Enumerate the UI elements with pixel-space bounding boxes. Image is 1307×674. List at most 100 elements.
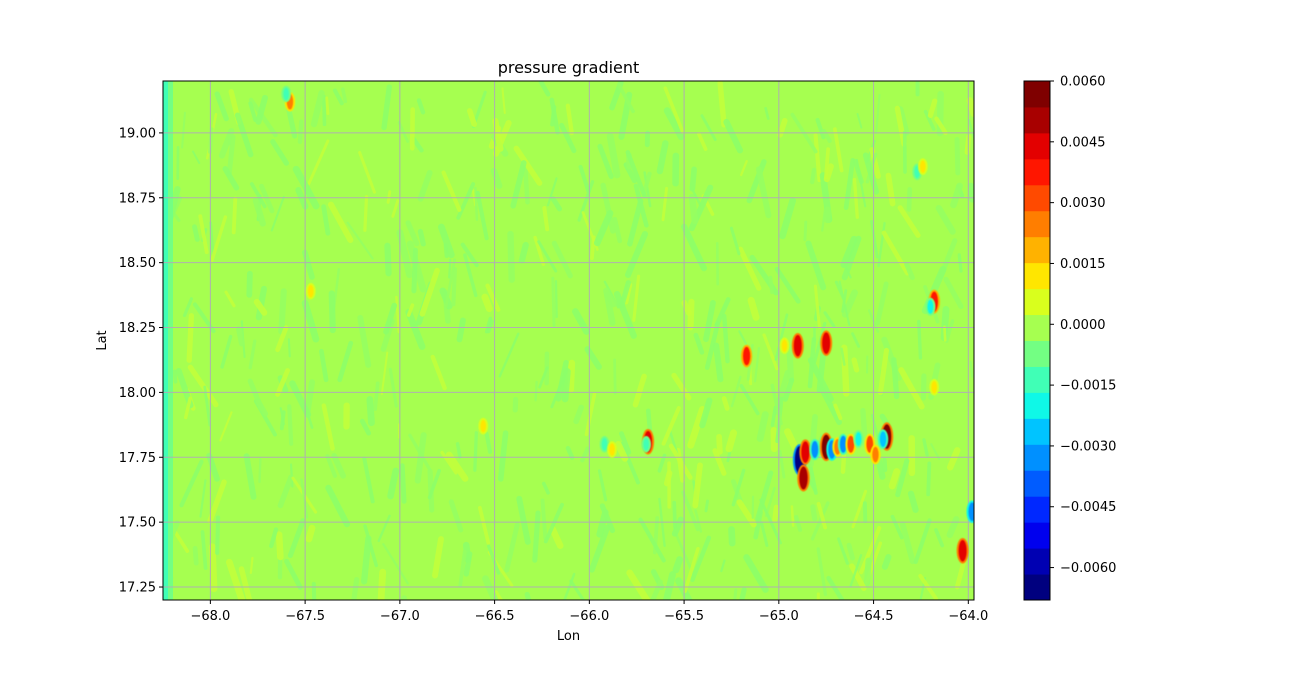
field-streak xyxy=(208,543,218,593)
field-streak xyxy=(192,150,201,165)
field-streak xyxy=(219,411,233,442)
field-streak xyxy=(720,559,726,573)
field-streak xyxy=(427,468,441,500)
field-streak xyxy=(444,258,456,308)
field-streak xyxy=(815,117,826,140)
field-streak xyxy=(297,119,304,145)
field-streak xyxy=(851,332,861,348)
field-streak xyxy=(770,383,783,426)
field-streak xyxy=(550,105,557,127)
field-streak xyxy=(360,535,372,585)
gradient-feature xyxy=(920,160,926,173)
field-streak xyxy=(275,368,290,397)
colorbar-band xyxy=(1024,340,1050,367)
field-streak xyxy=(737,246,762,291)
field-streak xyxy=(363,195,369,232)
field-streak xyxy=(606,132,621,179)
field-streak xyxy=(463,253,478,298)
field-streak xyxy=(550,196,563,212)
field-streak xyxy=(513,145,543,186)
field-streak xyxy=(834,280,846,301)
field-edge-band xyxy=(168,81,173,600)
field-streak xyxy=(249,182,267,209)
colorbar-tick-label: 0.0030 xyxy=(1060,196,1106,211)
field-streak xyxy=(307,139,330,186)
field-streak xyxy=(542,206,550,232)
field-streak xyxy=(722,313,730,364)
field-streak xyxy=(692,462,703,509)
chart-title: pressure gradient xyxy=(498,58,640,77)
colorbar-tick-label: 0.0000 xyxy=(1060,318,1106,333)
field-streak xyxy=(739,587,747,600)
field-streak xyxy=(311,581,317,600)
colorbar-ticks: −0.0060 −0.0045 −0.0030 −0.0015 0.0000 0.0015… xyxy=(1050,75,1116,576)
field-streak xyxy=(890,514,904,540)
colorbar-tick-label: 0.0045 xyxy=(1060,135,1106,150)
field-streak xyxy=(215,515,221,555)
field-streak xyxy=(377,568,387,600)
field-streak xyxy=(919,576,927,600)
field-streak xyxy=(755,166,772,219)
field-streak xyxy=(841,344,850,397)
field-streak xyxy=(877,347,889,396)
field-streak xyxy=(721,396,730,411)
field-streak xyxy=(810,504,818,522)
field-streak xyxy=(762,333,779,371)
gradient-feature xyxy=(781,339,788,352)
field-streak xyxy=(501,87,506,115)
field-streak xyxy=(683,546,700,594)
field-streak xyxy=(551,240,573,279)
field-streak xyxy=(700,114,717,142)
x-axis: −68.0 −67.5 −67.0 −66.5 −66.0 −65.5 −65.0 −64.5… xyxy=(190,600,988,624)
field-streak xyxy=(359,418,372,436)
field-streak xyxy=(725,429,738,453)
field-streak xyxy=(373,381,380,411)
field-streak xyxy=(859,525,882,575)
field-streak xyxy=(253,298,268,316)
field-streak xyxy=(249,556,254,574)
field-streak xyxy=(493,590,504,600)
field-streak xyxy=(549,525,564,549)
field-streak xyxy=(430,354,447,391)
gradient-feature xyxy=(799,466,808,490)
y-axis: 17.25 17.50 17.75 18.00 18.25 18.50 18.75 19.00 xyxy=(119,126,163,596)
field-streak xyxy=(275,531,284,561)
field-streak xyxy=(559,122,577,154)
field-streak xyxy=(786,344,795,383)
field-streak xyxy=(467,108,477,127)
field-streak xyxy=(504,522,520,573)
field-streak xyxy=(396,229,413,279)
field-streak xyxy=(540,498,548,540)
field-streak xyxy=(954,557,967,590)
field-streak xyxy=(935,204,956,235)
field-streak xyxy=(473,431,478,472)
field-streak xyxy=(179,459,204,508)
field-streak xyxy=(498,332,520,378)
field-streak xyxy=(331,453,347,479)
field-streak xyxy=(663,107,685,141)
field-streak xyxy=(460,242,479,268)
field-streak xyxy=(332,88,344,106)
field-streak xyxy=(341,87,348,104)
field-streak xyxy=(615,441,629,462)
field-streak xyxy=(600,182,616,234)
colorbar-band xyxy=(1024,444,1050,471)
field-streak xyxy=(445,451,469,482)
field-streak xyxy=(897,205,921,238)
field-streak xyxy=(377,514,391,543)
field-streak xyxy=(672,556,683,574)
field-streak xyxy=(774,313,789,361)
y-axis-label: Lat xyxy=(95,330,110,350)
gradient-feature xyxy=(283,87,289,101)
field-streak xyxy=(300,478,309,519)
field-streak xyxy=(456,317,466,343)
field-streak xyxy=(207,479,227,524)
field-streak xyxy=(292,165,320,210)
colorbar-tick-label: −0.0060 xyxy=(1060,561,1116,576)
field-streak xyxy=(243,453,257,500)
field-streak xyxy=(913,518,932,565)
y-tick-label: 18.00 xyxy=(119,386,156,401)
field-streak xyxy=(818,385,842,426)
field-streak xyxy=(285,105,298,139)
grid-lines xyxy=(163,81,974,600)
